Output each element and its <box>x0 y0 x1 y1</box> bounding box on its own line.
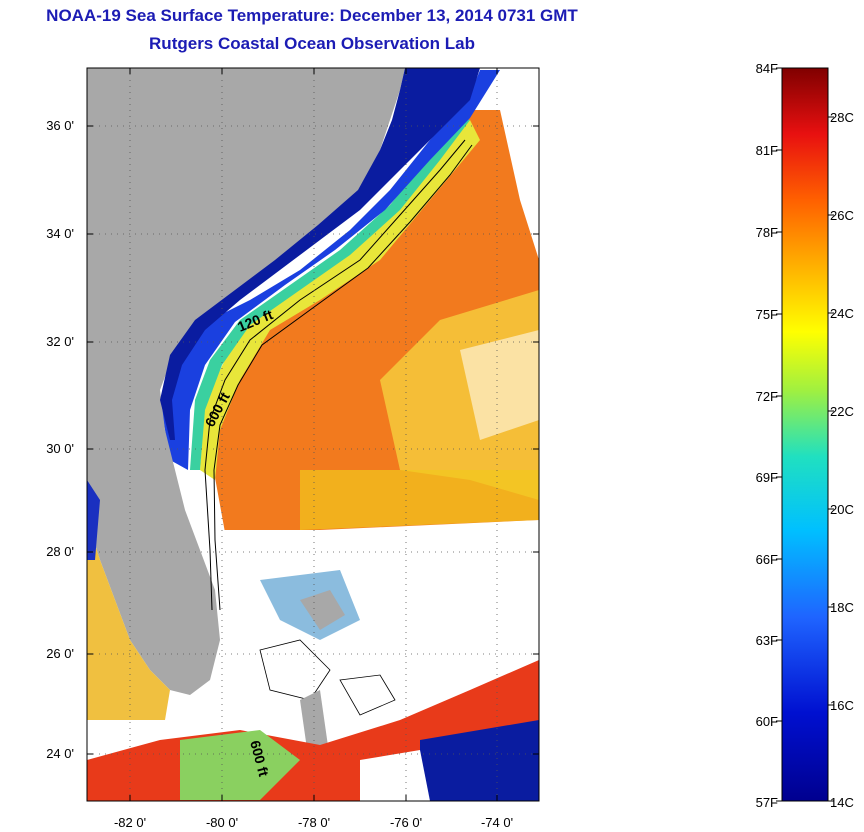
lat-label-36: 36 0' <box>46 118 74 133</box>
cb-label-69f: 69F <box>755 470 778 485</box>
cb-label-20c: 20C <box>830 502 854 517</box>
map-frame <box>86 67 540 802</box>
lon-label-80: -80 0' <box>205 815 239 830</box>
lat-label-26: 26 0' <box>46 646 74 661</box>
lat-label-30: 30 0' <box>46 441 74 456</box>
coastal-water <box>160 70 500 470</box>
cb-label-84f: 84F <box>755 61 778 76</box>
cb-label-14c: 14C <box>830 795 854 810</box>
lon-label-78: -78 0' <box>297 815 331 830</box>
cb-label-60f: 60F <box>755 714 778 729</box>
land-mass <box>87 68 405 695</box>
shelf-water <box>200 120 480 480</box>
grid-lines <box>87 68 539 801</box>
lon-label-74: -74 0' <box>480 815 514 830</box>
colorbar <box>781 67 829 802</box>
map-subtitle: Rutgers Coastal Ocean Observation Lab <box>149 34 475 53</box>
lon-label-82: -82 0' <box>113 815 147 830</box>
cb-label-28c: 28C <box>830 110 854 125</box>
lon-label-76: -76 0' <box>389 815 423 830</box>
cb-label-22c: 22C <box>830 404 854 419</box>
cb-label-57f: 57F <box>755 795 778 810</box>
cb-label-66f: 66F <box>755 552 778 567</box>
cb-label-63f: 63F <box>755 633 778 648</box>
cb-label-24c: 24C <box>830 306 854 321</box>
cb-label-26c: 26C <box>830 208 854 223</box>
map-title: NOAA-19 Sea Surface Temperature: Decembe… <box>46 6 578 25</box>
cb-label-72f: 72F <box>755 389 778 404</box>
cb-label-16c: 16C <box>830 698 854 713</box>
lat-label-32: 32 0' <box>46 334 74 349</box>
cb-label-81f: 81F <box>755 143 778 158</box>
cb-label-18c: 18C <box>830 600 854 615</box>
cb-label-78f: 78F <box>755 225 778 240</box>
cb-label-75f: 75F <box>755 307 778 322</box>
lat-label-34: 34 0' <box>46 226 74 241</box>
lat-label-28: 28 0' <box>46 544 74 559</box>
lat-label-24: 24 0' <box>46 746 74 761</box>
